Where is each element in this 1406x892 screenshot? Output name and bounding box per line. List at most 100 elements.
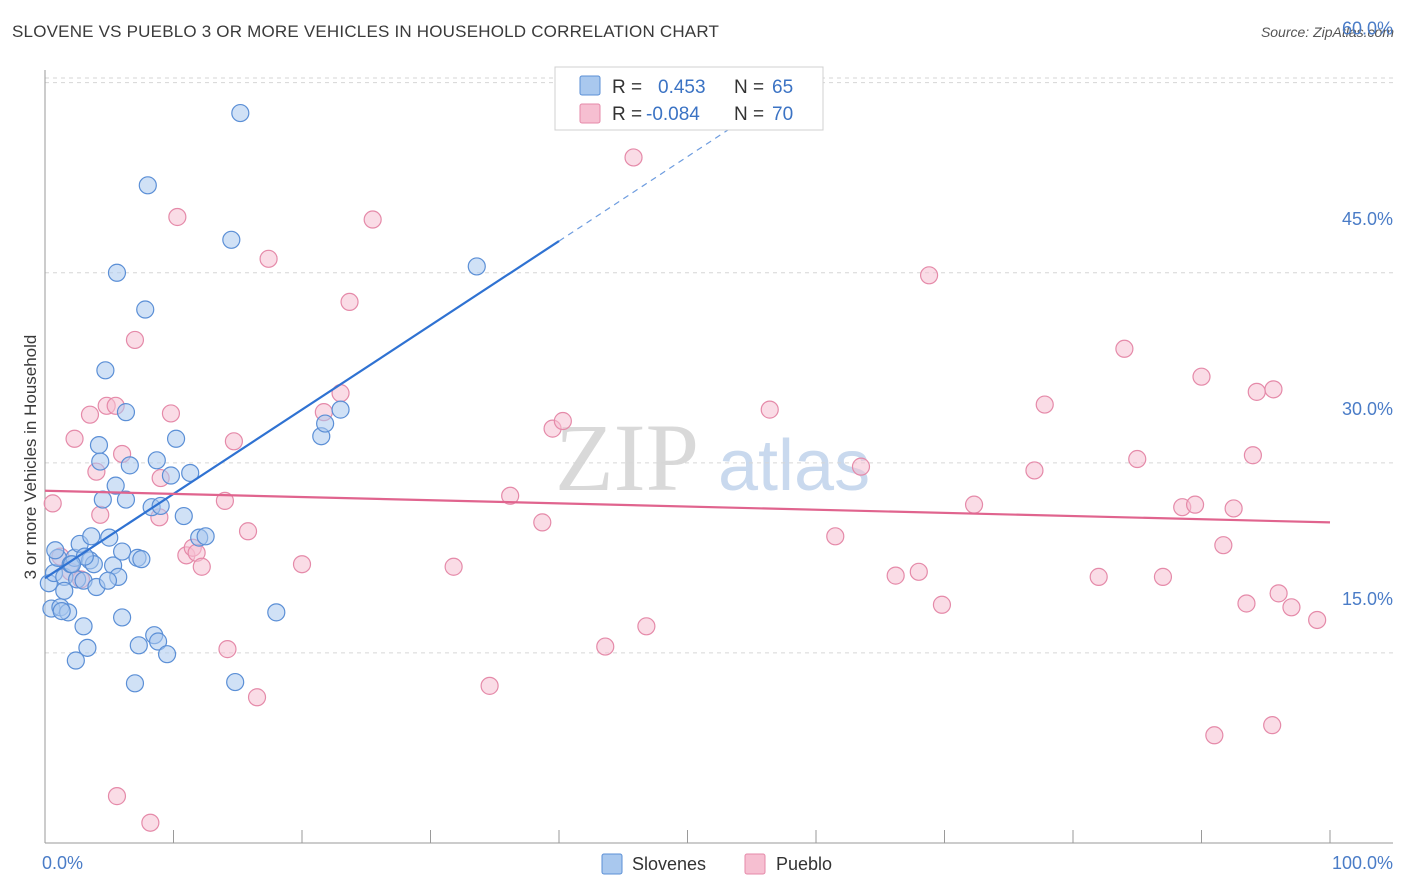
pueblo-point <box>964 495 984 514</box>
pueblo-point <box>553 411 572 431</box>
pueblo-point <box>161 404 181 423</box>
pueblo-point <box>637 617 656 636</box>
slovenes-point <box>181 463 200 483</box>
slovenes-point <box>196 527 215 546</box>
pueblo-point <box>141 813 160 832</box>
x-ticks <box>44 830 1331 843</box>
grid <box>45 77 1393 654</box>
slovenes-point <box>74 617 93 636</box>
pueblo-point <box>1282 598 1301 617</box>
pueblo-point <box>1089 567 1108 586</box>
pueblo-point <box>1214 536 1233 555</box>
slovenes-point <box>161 466 181 485</box>
pueblo-point <box>259 249 278 268</box>
slovenes-point <box>316 414 335 433</box>
pueblo-point <box>1269 584 1288 603</box>
legend-r-label-1: R = <box>612 77 642 98</box>
legend-r-value-2: -0.084 <box>646 104 700 125</box>
pueblo-point <box>1128 449 1147 469</box>
pueblo-point <box>218 640 237 659</box>
slovenes-point <box>107 263 127 282</box>
pueblo-trend-line <box>44 489 1331 524</box>
pueblo-point <box>215 491 234 510</box>
source-label: Source: ZipAtlas.com <box>1260 24 1394 40</box>
pueblo-point <box>43 494 62 513</box>
slovenes-point <box>147 451 166 470</box>
pueblo-point <box>91 505 110 524</box>
y-tick-label: 30.0% <box>1342 399 1393 419</box>
pueblo-point <box>1247 382 1266 401</box>
pueblo-point <box>1237 594 1256 613</box>
pueblo-point <box>1205 726 1224 745</box>
slovenes-point <box>93 490 112 509</box>
x-tick-label-min: 0.0% <box>42 853 83 873</box>
pueblo-point <box>107 787 127 806</box>
pueblo-point <box>238 522 258 541</box>
slovenes-point <box>55 581 74 600</box>
pueblo-point <box>886 566 905 585</box>
y-tick-label: 15.0% <box>1342 589 1393 609</box>
slovenes-point <box>116 490 136 509</box>
watermark-zip: ZIP <box>555 404 699 511</box>
slovenes-point <box>98 571 118 590</box>
slovenes-point <box>52 601 71 621</box>
legend-r-value-1: 0.453 <box>658 77 706 98</box>
correlation-legend: R = 0.453 N = 65 R = -0.084 N = 70 <box>554 66 824 131</box>
slovenes-point <box>66 651 85 670</box>
pueblo-point <box>919 266 939 285</box>
slovenes-point <box>106 476 125 495</box>
slovenes-point <box>46 541 65 560</box>
bottom-legend-slovenes-swatch <box>601 853 623 875</box>
slovenes-point <box>166 429 186 448</box>
slovenes-point <box>222 230 241 249</box>
pueblo-point <box>932 595 952 614</box>
slovenes-point <box>148 632 168 651</box>
pueblo-point <box>533 513 552 532</box>
legend-slovenes-swatch <box>579 75 601 96</box>
slovenes-point <box>467 257 486 276</box>
x-tick-label-max: 100.0% <box>1332 853 1393 873</box>
pueblo-point <box>1192 367 1211 386</box>
y-tick-labels: 15.0% 30.0% 45.0% 60.0% <box>1342 19 1393 609</box>
pueblo-point <box>65 429 84 448</box>
slovenes-point <box>231 103 250 123</box>
slovenes-point <box>62 555 82 574</box>
trend-lines <box>44 113 1331 580</box>
y-tick-label: 45.0% <box>1342 209 1393 229</box>
pueblo-point <box>125 330 145 350</box>
pueblo-point <box>1025 461 1044 480</box>
y-tick-label: 60.0% <box>1342 19 1393 39</box>
bottom-legend-slovenes-label: Slovenes <box>632 854 706 874</box>
watermark-atlas: atlas <box>718 426 870 506</box>
slovenes-point <box>136 300 155 319</box>
legend-r-label-2: R = <box>612 104 642 125</box>
pueblo-point <box>444 557 463 576</box>
pueblo-point <box>1035 395 1054 414</box>
bottom-legend-pueblo-label: Pueblo <box>776 854 832 874</box>
legend-pueblo-swatch <box>579 103 601 124</box>
pueblo-point <box>192 557 211 576</box>
pueblo-point <box>1185 495 1205 514</box>
slovenes-point <box>82 527 101 546</box>
pueblo-point <box>340 292 359 311</box>
pueblo-point <box>1243 446 1263 465</box>
pueblo-point <box>501 486 520 505</box>
pueblo-point <box>624 148 643 167</box>
pueblo-point <box>1224 499 1243 518</box>
pueblo-point <box>826 527 845 546</box>
slovenes-point <box>116 403 136 422</box>
pueblo-point <box>760 400 779 419</box>
slovenes-point <box>138 176 157 195</box>
legend-n-label-2: N = <box>734 104 764 125</box>
pueblo-point <box>851 457 871 476</box>
slovenes-point <box>157 645 177 664</box>
axes <box>44 70 1393 844</box>
pueblo-series <box>43 148 1327 832</box>
slovenes-point <box>174 506 193 526</box>
slovenes-point <box>96 361 115 380</box>
pueblo-point <box>1264 380 1283 399</box>
slovenes-point <box>132 550 151 569</box>
pueblo-point <box>480 676 499 695</box>
pueblo-point <box>292 555 312 574</box>
pueblo-point <box>224 432 243 451</box>
